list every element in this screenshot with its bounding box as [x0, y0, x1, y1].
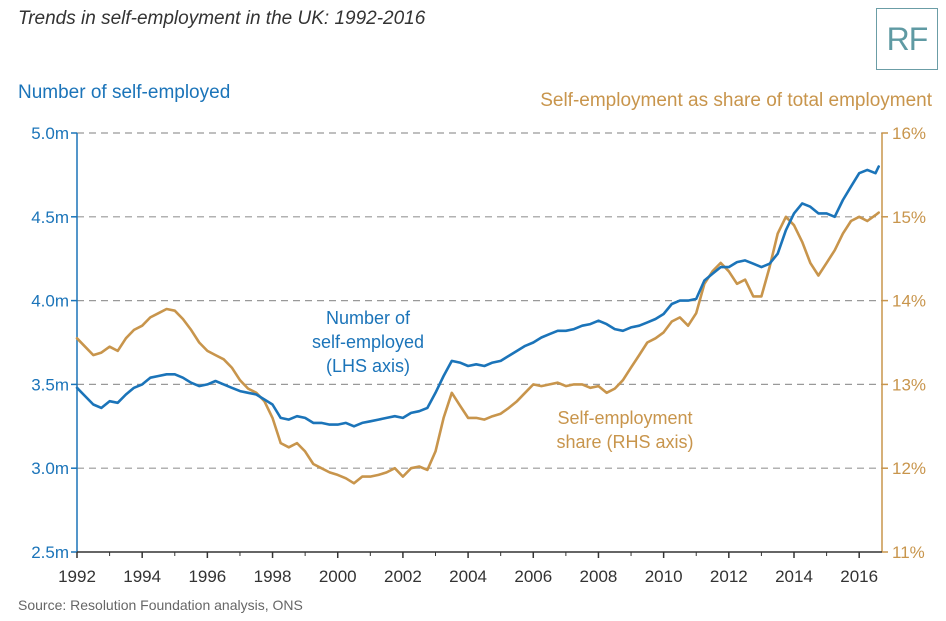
x-tick-label: 2000 — [319, 567, 357, 586]
x-tick-label: 2006 — [514, 567, 552, 586]
annotation-line: Number of — [326, 308, 411, 328]
logo-text: RF — [886, 20, 929, 57]
annotation-line: share (RHS axis) — [556, 432, 693, 452]
right-tick-label: 12% — [892, 459, 926, 478]
annotations: Number of self-employed (LHS axis) Self-emp… — [312, 308, 694, 452]
left-tick-label: 4.5m — [31, 208, 69, 227]
grid-lines — [77, 132, 882, 469]
x-tick-label: 2016 — [840, 567, 878, 586]
series-line-self-employment-share — [75, 211, 881, 485]
x-tick-label: 2004 — [449, 567, 487, 586]
tick-labels: 2.5m 3.0m 3.5m 4.0m 4.5m 5.0m 11% 12% 13% 14% 15% 1… — [31, 124, 926, 586]
chart-title: Trends in self-employment in the UK: 199… — [18, 8, 426, 29]
source-note: Source: Resolution Foundation analysis, … — [18, 597, 303, 613]
x-tick-label: 2012 — [710, 567, 748, 586]
x-tick-label: 2008 — [580, 567, 618, 586]
left-tick-label: 4.0m — [31, 292, 69, 311]
right-tick-label: 14% — [892, 292, 926, 311]
left-axis-title: Number of self-employed — [18, 82, 231, 103]
annotation-line: Self-employment — [557, 408, 692, 428]
left-tick-label: 2.5m — [31, 543, 69, 562]
series-layer — [75, 165, 881, 485]
right-tick-label: 11% — [892, 543, 925, 562]
x-tick-label: 2002 — [384, 567, 422, 586]
right-tick-label: 13% — [892, 375, 926, 394]
right-axis-title: Self-employment as share of total employ… — [540, 90, 932, 111]
right-tick-label: 16% — [892, 124, 926, 143]
x-tick-label: 2014 — [775, 567, 813, 586]
x-tick-label: 1996 — [188, 567, 226, 586]
annotation-line: (LHS axis) — [326, 356, 410, 376]
x-tick-label: 1998 — [254, 567, 292, 586]
right-tick-label: 15% — [892, 208, 926, 227]
x-tick-label: 2010 — [645, 567, 683, 586]
series-line-self-employed — [75, 165, 881, 428]
rf-logo: RF — [876, 8, 938, 70]
left-tick-label: 5.0m — [31, 124, 69, 143]
x-tick-label: 1994 — [123, 567, 161, 586]
annotation-line: self-employed — [312, 332, 424, 352]
axes — [71, 132, 888, 558]
x-tick-label: 1992 — [58, 567, 96, 586]
left-tick-label: 3.5m — [31, 375, 69, 394]
left-tick-label: 3.0m — [31, 459, 69, 478]
